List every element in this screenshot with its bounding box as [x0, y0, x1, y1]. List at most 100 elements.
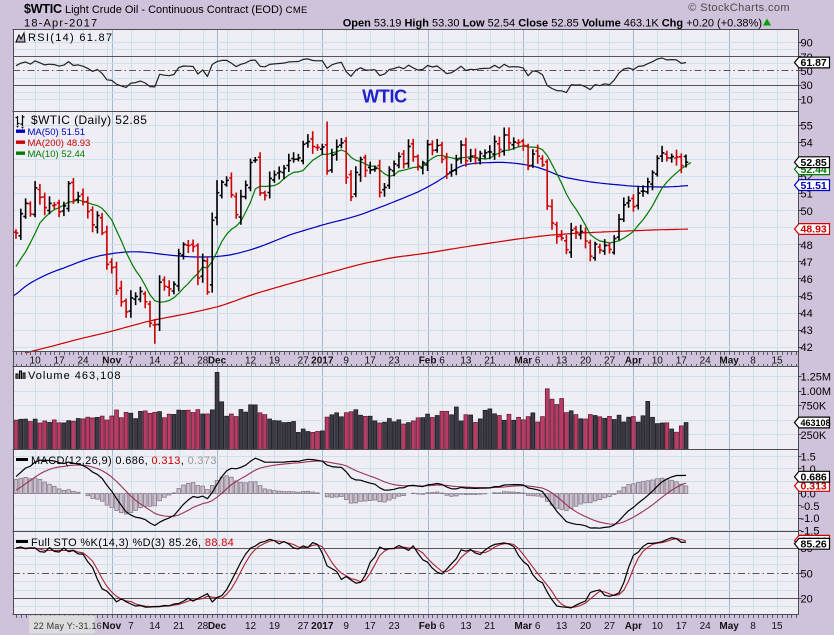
svg-text:Mar: Mar — [514, 621, 532, 632]
svg-text:43: 43 — [801, 325, 813, 337]
svg-text:13: 13 — [460, 356, 472, 367]
svg-text:MACD(12,26,9) 0.686, 0.313, 0.: MACD(12,26,9) 0.686, 0.313, 0.373 — [31, 455, 217, 467]
svg-text:48: 48 — [801, 240, 813, 252]
svg-text:Open 53.19 High 53.30 Low 52.5: Open 53.19 High 53.30 Low 52.54 Close 52… — [343, 18, 762, 30]
svg-text:20: 20 — [580, 621, 592, 632]
svg-text:0.313: 0.313 — [801, 481, 827, 493]
svg-text:61.87: 61.87 — [801, 57, 827, 69]
svg-text:13: 13 — [460, 621, 472, 632]
svg-text:19: 19 — [269, 621, 281, 632]
svg-text:May: May — [719, 356, 739, 367]
svg-text:1.5: 1.5 — [801, 452, 816, 464]
svg-text:50: 50 — [801, 66, 813, 78]
svg-text:Feb: Feb — [419, 356, 437, 367]
svg-text:50: 50 — [801, 206, 813, 218]
svg-text:Apr: Apr — [625, 356, 642, 367]
svg-text:Mar: Mar — [514, 356, 532, 367]
svg-text:Volume 463,108: Volume 463,108 — [28, 370, 122, 382]
svg-text:27: 27 — [604, 356, 616, 367]
svg-text:47: 47 — [801, 257, 813, 269]
svg-text:8: 8 — [750, 356, 756, 367]
svg-text:9: 9 — [343, 621, 349, 632]
svg-text:21: 21 — [484, 356, 496, 367]
svg-text:MA(200) 48.93: MA(200) 48.93 — [28, 138, 91, 149]
svg-text:463108: 463108 — [801, 418, 831, 428]
svg-text:85.26: 85.26 — [801, 539, 827, 551]
svg-text:-0.5: -0.5 — [801, 501, 820, 513]
svg-text:14: 14 — [149, 621, 161, 632]
svg-text:17: 17 — [676, 621, 688, 632]
svg-text:7: 7 — [128, 356, 134, 367]
svg-text:12: 12 — [245, 621, 257, 632]
svg-text:10: 10 — [801, 95, 813, 107]
svg-text:6: 6 — [535, 621, 541, 632]
svg-text:20: 20 — [580, 356, 592, 367]
svg-text:WTIC: WTIC — [362, 87, 407, 107]
svg-text:44: 44 — [801, 308, 813, 320]
svg-text:15: 15 — [771, 621, 783, 632]
svg-text:22 May Y:-31.16: 22 May Y:-31.16 — [34, 621, 102, 631]
svg-text:Nov: Nov — [102, 621, 121, 632]
svg-text:24: 24 — [77, 356, 89, 367]
svg-text:54: 54 — [801, 138, 813, 150]
svg-text:28: 28 — [197, 356, 209, 367]
svg-text:28: 28 — [197, 621, 209, 632]
svg-text:24: 24 — [700, 356, 712, 367]
svg-text:1.25M: 1.25M — [801, 372, 832, 384]
svg-text:23: 23 — [389, 356, 401, 367]
svg-text:$WTIC (Daily) 52.85: $WTIC (Daily) 52.85 — [31, 113, 147, 127]
svg-text:Feb: Feb — [419, 621, 437, 632]
svg-text:17: 17 — [365, 356, 377, 367]
svg-text:-1.5: -1.5 — [801, 526, 820, 538]
svg-text:May: May — [719, 621, 739, 632]
svg-text:48.93: 48.93 — [801, 224, 827, 236]
svg-text:52.85: 52.85 — [801, 157, 827, 169]
svg-text:21: 21 — [484, 621, 496, 632]
svg-text:250K: 250K — [801, 430, 827, 442]
svg-text:12: 12 — [245, 356, 257, 367]
svg-text:MA(10) 52.44: MA(10) 52.44 — [28, 149, 86, 160]
svg-text:Full STO %K(14,3) %D(3) 85.26,: Full STO %K(14,3) %D(3) 85.26, 88.84 — [31, 537, 234, 549]
svg-text:17: 17 — [365, 621, 377, 632]
svg-text:6: 6 — [535, 356, 541, 367]
svg-text:© StockCharts.com: © StockCharts.com — [688, 2, 790, 14]
svg-text:6: 6 — [439, 356, 445, 367]
svg-text:19: 19 — [269, 356, 281, 367]
svg-text:24: 24 — [700, 621, 712, 632]
svg-text:10: 10 — [652, 621, 664, 632]
svg-text:Dec: Dec — [208, 621, 227, 632]
svg-text:21: 21 — [173, 356, 185, 367]
svg-text:30: 30 — [801, 80, 813, 92]
svg-text:50: 50 — [801, 568, 813, 580]
svg-text:7: 7 — [128, 621, 134, 632]
svg-text:RSI(14) 61.87: RSI(14) 61.87 — [28, 32, 113, 44]
svg-text:1.00M: 1.00M — [801, 386, 832, 398]
svg-text:6: 6 — [439, 621, 445, 632]
svg-text:2017: 2017 — [311, 356, 334, 367]
svg-text:45: 45 — [801, 291, 813, 303]
svg-text:0.686: 0.686 — [801, 471, 827, 483]
svg-text:Nov: Nov — [102, 356, 121, 367]
svg-text:51: 51 — [801, 189, 813, 201]
svg-text:17: 17 — [54, 356, 66, 367]
svg-text:10: 10 — [652, 356, 664, 367]
svg-text:13: 13 — [556, 356, 568, 367]
svg-text:Dec: Dec — [208, 356, 227, 367]
svg-text:17: 17 — [676, 356, 688, 367]
svg-text:21: 21 — [173, 621, 185, 632]
svg-text:8: 8 — [750, 621, 756, 632]
svg-text:90: 90 — [801, 38, 813, 50]
svg-text:13: 13 — [556, 621, 568, 632]
svg-text:14: 14 — [149, 356, 161, 367]
svg-text:18-Apr-2017: 18-Apr-2017 — [24, 18, 98, 30]
svg-text:27: 27 — [298, 621, 310, 632]
svg-text:51.51: 51.51 — [801, 180, 827, 192]
svg-text:15: 15 — [771, 356, 783, 367]
svg-text:20: 20 — [801, 593, 813, 605]
svg-text:46: 46 — [801, 274, 813, 286]
svg-text:MA(50) 51.51: MA(50) 51.51 — [28, 127, 86, 138]
svg-text:2017: 2017 — [311, 621, 334, 632]
svg-text:23: 23 — [389, 621, 401, 632]
svg-text:Apr: Apr — [625, 621, 642, 632]
svg-text:750K: 750K — [801, 401, 827, 413]
